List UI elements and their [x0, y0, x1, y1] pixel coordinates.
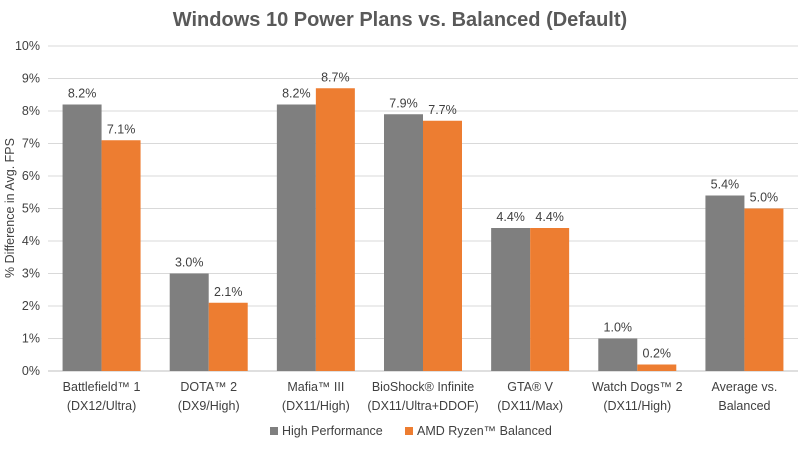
- y-tick-label: 0%: [22, 364, 40, 378]
- x-category-label: BioShock® Infinite (DX11/Ultra+DDOF): [367, 380, 478, 413]
- x-category-line: (DX11/High): [282, 399, 350, 413]
- x-category-line: (DX11/High): [603, 399, 671, 413]
- x-category-line: (DX12/Ultra): [67, 399, 136, 413]
- bar-high-performance: [598, 338, 638, 371]
- data-label: 3.0%: [175, 256, 204, 270]
- x-category-line: (DX11/Ultra+DDOF): [367, 399, 478, 413]
- bar-amd-balanced: [530, 228, 570, 371]
- chart-title: Windows 10 Power Plans vs. Balanced (Def…: [173, 9, 627, 31]
- y-tick-label: 10%: [15, 39, 40, 53]
- bar-amd-balanced: [101, 140, 141, 371]
- x-category-label: Average vs. Balanced: [712, 380, 778, 413]
- bar-high-performance: [62, 104, 102, 371]
- data-label: 1.0%: [604, 321, 633, 335]
- legend: High Performance AMD Ryzen™ Balanced: [270, 424, 552, 438]
- y-tick-label: 6%: [22, 169, 40, 183]
- data-label: 2.1%: [214, 285, 243, 299]
- x-category-line: Battlefield™ 1: [63, 380, 141, 394]
- bar-amd-balanced: [423, 120, 462, 371]
- bars: [62, 88, 784, 371]
- y-tick-label: 4%: [22, 234, 40, 248]
- y-tick-label: 2%: [22, 299, 40, 313]
- x-category-line: DOTA™ 2: [180, 380, 237, 394]
- x-category-line: Watch Dogs™ 2: [592, 380, 683, 394]
- y-tick-label: 8%: [22, 104, 40, 118]
- bar-high-performance: [276, 104, 316, 371]
- legend-label: AMD Ryzen™ Balanced: [417, 424, 552, 438]
- x-category-line: BioShock® Infinite: [372, 380, 474, 394]
- x-category-line: Balanced: [718, 399, 770, 413]
- x-category-line: (DX9/High): [178, 399, 240, 413]
- bar-amd-balanced: [208, 302, 248, 371]
- data-label: 7.7%: [428, 103, 457, 117]
- bar-amd-balanced: [744, 208, 784, 371]
- x-category-label: Mafia™ III (DX11/High): [282, 380, 350, 413]
- bar-amd-balanced: [315, 88, 355, 371]
- data-label: 8.7%: [321, 70, 350, 84]
- y-tick-label: 5%: [22, 202, 40, 216]
- y-axis-ticks: 0% 1% 2% 3% 4% 5% 6% 7% 8% 9% 10%: [15, 39, 40, 378]
- data-label: 5.4%: [711, 178, 740, 192]
- x-category-label: DOTA™ 2 (DX9/High): [178, 380, 240, 413]
- bar-high-performance: [491, 228, 531, 371]
- y-tick-label: 3%: [22, 267, 40, 281]
- legend-label: High Performance: [282, 424, 383, 438]
- y-tick-label: 7%: [22, 137, 40, 151]
- x-axis-categories: Battlefield™ 1 (DX12/Ultra) DOTA™ 2 (DX9/Hi…: [63, 380, 778, 413]
- x-category-label: Battlefield™ 1 (DX12/Ultra): [63, 380, 141, 413]
- y-tick-label: 9%: [22, 72, 40, 86]
- data-label: 5.0%: [750, 191, 779, 205]
- y-tick-label: 1%: [22, 332, 40, 346]
- data-label: 4.4%: [535, 210, 564, 224]
- x-category-line: GTA® V: [507, 380, 553, 394]
- data-label: 4.4%: [496, 210, 525, 224]
- bar-amd-balanced: [637, 364, 677, 371]
- y-axis-title: % Difference in Avg. FPS: [3, 138, 17, 278]
- legend-swatch: [270, 427, 278, 435]
- data-label: 7.9%: [389, 96, 418, 110]
- bar-high-performance: [705, 195, 745, 371]
- x-category-line: Mafia™ III: [287, 380, 344, 394]
- x-category-line: (DX11/Max): [497, 399, 563, 413]
- data-label: 0.2%: [643, 347, 672, 361]
- x-category-line: Average vs.: [712, 380, 778, 394]
- x-category-label: GTA® V (DX11/Max): [497, 380, 563, 413]
- data-label: 7.1%: [107, 122, 136, 136]
- data-labels: 8.2% 3.0% 8.2% 7.9% 4.4% 1.0% 5.4% 7.1% 2.1% 8.7%…: [68, 70, 778, 360]
- bar-high-performance: [384, 114, 423, 371]
- data-label: 8.2%: [282, 87, 311, 101]
- bar-high-performance: [169, 273, 209, 371]
- legend-swatch: [405, 427, 413, 435]
- data-label: 8.2%: [68, 87, 97, 101]
- x-category-label: Watch Dogs™ 2 (DX11/High): [592, 380, 683, 413]
